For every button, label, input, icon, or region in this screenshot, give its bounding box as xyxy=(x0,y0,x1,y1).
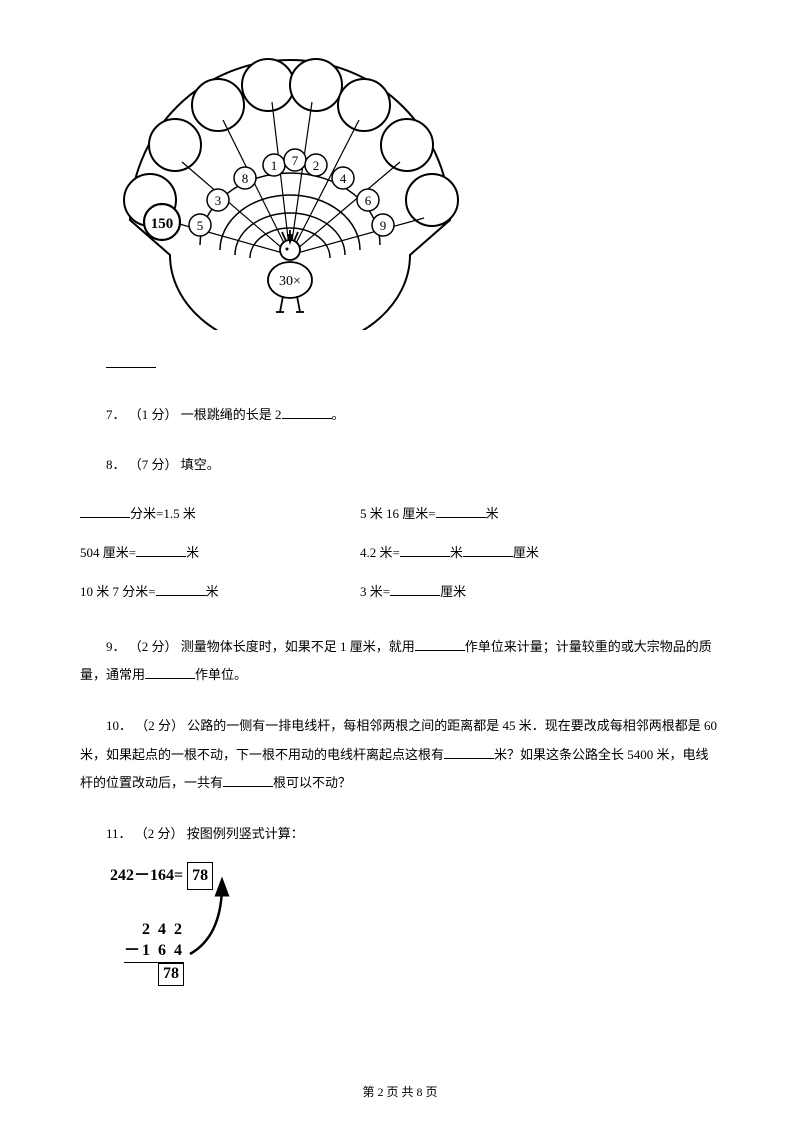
q8-cell: 3 米= xyxy=(360,584,390,599)
q8-cell: 504 厘米= xyxy=(80,545,136,560)
question-10: 10． （2 分） 公路的一侧有一排电线杆，每相邻两根之间的距离都是 45 米．… xyxy=(80,712,720,798)
q9-a: 测量物体长度时，如果不足 1 厘米，就用 xyxy=(181,639,415,654)
inner-7: 7 xyxy=(292,153,299,168)
page-footer: 第 2 页 共 8 页 xyxy=(0,1083,800,1102)
calc-expr-l: 242－164= xyxy=(110,867,183,884)
calc-column: 2 4 2 －1 6 4 78 xyxy=(124,920,184,985)
table-row: 分米=1.5 米 5 米 16 厘米= 米 xyxy=(80,494,720,533)
q9-blank1[interactable] xyxy=(415,637,465,651)
inner-8: 8 xyxy=(242,171,249,186)
inner-2: 2 xyxy=(313,158,320,173)
q8-cell: 米 xyxy=(486,506,499,521)
q7-text-a: 一根跳绳的长是 2 xyxy=(181,407,282,422)
question-9: 9． （2 分） 测量物体长度时，如果不足 1 厘米，就用作单位来计量；计量较重… xyxy=(80,633,720,690)
footer-c: 页 xyxy=(423,1085,438,1099)
q8-grid: 分米=1.5 米 5 米 16 厘米=米 504 厘米=米 4.2 米=米厘米 … xyxy=(80,494,720,611)
q8-blank[interactable] xyxy=(436,504,486,518)
inner-5: 5 xyxy=(197,218,204,233)
q9-blank2[interactable] xyxy=(145,665,195,679)
q11-pts: （2 分） xyxy=(135,826,184,841)
q8-cell: 米 xyxy=(186,545,199,560)
q8-cell: 厘米 xyxy=(440,584,466,599)
q8-blank[interactable] xyxy=(136,543,186,557)
q10-num: 10． xyxy=(106,718,132,733)
q8-blank[interactable] xyxy=(463,543,513,557)
q9-num: 9． xyxy=(106,639,126,654)
q8-pts: （7 分） xyxy=(129,457,178,472)
inner-3: 3 xyxy=(215,193,222,208)
q7-blank[interactable] xyxy=(282,405,332,419)
peacock-diagram: 5 3 8 1 7 2 4 6 9 150 xyxy=(100,50,480,330)
q10-blank2[interactable] xyxy=(223,773,273,787)
q8-cell: 米 xyxy=(206,584,219,599)
blank-answer-line xyxy=(80,350,720,379)
table-row: 10 米 7 分米= 米 3 米= 厘米 xyxy=(80,572,720,611)
q8-num: 8． xyxy=(106,457,126,472)
inner-4: 4 xyxy=(340,171,347,186)
q8-blank[interactable] xyxy=(400,543,450,557)
calc-diagram: 242－164= 78 2 4 2 －1 6 4 78 xyxy=(110,862,310,1002)
start-circle: 150 xyxy=(151,216,174,232)
question-7: 7． （1 分） 一根跳绳的长是 2 。 xyxy=(80,401,720,430)
footer-a: 第 xyxy=(362,1085,377,1099)
q8-blank[interactable] xyxy=(156,582,206,596)
calc-line2: －1 6 4 xyxy=(124,941,184,963)
q7-num: 7． xyxy=(106,407,126,422)
footer-b: 页 共 xyxy=(383,1085,416,1099)
q8-cell: 厘米 xyxy=(513,545,539,560)
q9-pts: （2 分） xyxy=(129,639,178,654)
calc-result: 78 xyxy=(158,963,184,986)
q8-cell: 分米=1.5 米 xyxy=(130,506,196,521)
inner-6: 6 xyxy=(365,193,372,208)
q8-cell: 4.2 米= xyxy=(360,545,400,560)
q10-pts: （2 分） xyxy=(135,718,184,733)
center-label: 30× xyxy=(279,274,301,289)
q7-text-b: 。 xyxy=(332,407,345,422)
q8-cell: 10 米 7 分米= xyxy=(80,584,156,599)
calc-line1: 2 4 2 xyxy=(124,920,184,941)
table-row: 504 厘米= 米 4.2 米= 米 厘米 xyxy=(80,533,720,572)
q8-text: 填空。 xyxy=(181,457,220,472)
inner-1: 1 xyxy=(271,158,278,173)
q7-pts: （1 分） xyxy=(129,407,178,422)
q11-num: 11． xyxy=(106,826,132,841)
q8-cell: 5 米 16 厘米= xyxy=(360,506,436,521)
question-11: 11． （2 分） 按图例列竖式计算： xyxy=(80,820,720,849)
q8-blank[interactable] xyxy=(390,582,440,596)
q10-blank1[interactable] xyxy=(444,745,494,759)
q8-cell: 米 xyxy=(450,545,463,560)
question-8: 8． （7 分） 填空。 xyxy=(80,451,720,480)
q10-c: 根可以不动？ xyxy=(273,775,351,790)
q9-c: 作单位。 xyxy=(195,667,247,682)
q11-text: 按图例列竖式计算： xyxy=(187,826,304,841)
inner-9: 9 xyxy=(380,218,387,233)
page-root: 5 3 8 1 7 2 4 6 9 150 xyxy=(0,0,800,1132)
q8-blank[interactable] xyxy=(80,504,130,518)
blank-field[interactable] xyxy=(106,354,156,368)
